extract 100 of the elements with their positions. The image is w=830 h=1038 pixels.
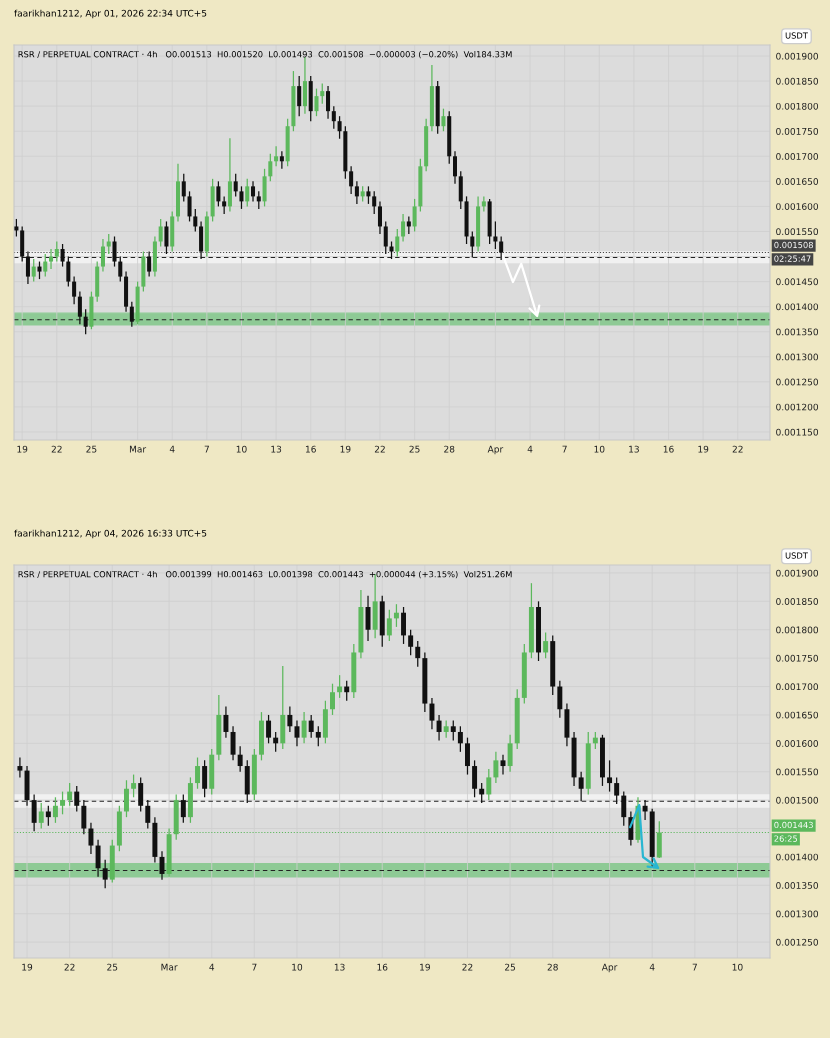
- candlestick: [158, 218, 163, 248]
- candlestick: [614, 776, 620, 805]
- y-tick-label: 0.001600: [776, 203, 819, 210]
- candlestick: [607, 759, 613, 793]
- candlestick: [543, 631, 549, 659]
- x-tick-label: 25: [505, 963, 516, 971]
- candlestick: [54, 240, 59, 263]
- x-tick-label: 28: [547, 963, 558, 971]
- candlestick: [441, 108, 446, 132]
- text: RSR / PERPETUAL CONTRACT · 4h O0.001399 H0.001463 L0.001398 C0.001443 +0.000044 (+3.15%) Vol251.26M: [18, 570, 512, 579]
- y-tick-label: 0.001850: [776, 598, 819, 605]
- x-tick-label: 16: [377, 963, 388, 971]
- x-tick-label: 4: [527, 445, 533, 453]
- text: USDT: [785, 32, 808, 39]
- x-tick-label: 7: [562, 445, 567, 453]
- candlestick: [401, 213, 406, 243]
- candlestick: [578, 771, 584, 802]
- x-tick-label: 22: [51, 445, 62, 453]
- candlestick: [354, 180, 359, 205]
- x-tick-label: 19: [420, 963, 430, 971]
- candlestick: [377, 200, 382, 235]
- y-tick-label: 0.001700: [776, 153, 819, 160]
- candlestick: [237, 745, 243, 773]
- x-tick-label: 10: [292, 963, 303, 971]
- candlestick: [129, 301, 134, 328]
- candlestick: [81, 799, 87, 835]
- candlestick: [100, 238, 105, 273]
- candlestick: [415, 640, 421, 668]
- candlestick: [279, 150, 284, 170]
- candlestick: [74, 785, 80, 813]
- x-tick-label: 13: [334, 963, 345, 971]
- candlestick: [320, 82, 325, 105]
- x-tick-label: Mar: [129, 445, 147, 453]
- candlestick: [45, 805, 51, 827]
- candlestick: [465, 737, 470, 776]
- y-tick-label: 0.001900: [776, 52, 819, 60]
- candlestick: [49, 248, 54, 270]
- candlestick: [83, 308, 88, 335]
- candlestick: [308, 714, 314, 739]
- y-tick-label: 0.001550: [776, 228, 819, 236]
- candlestick: [147, 250, 152, 278]
- candlestick: [77, 290, 82, 325]
- candlestick: [386, 609, 392, 642]
- candlestick: [314, 87, 319, 117]
- y-tick-label: 0.001800: [776, 626, 819, 634]
- candlestick: [31, 258, 36, 283]
- candlestick: [202, 759, 208, 798]
- candlestick: [124, 779, 129, 818]
- candlestick: [331, 105, 336, 130]
- y-tick-label: 0.001650: [776, 178, 819, 185]
- candlestick: [436, 714, 442, 742]
- x-tick-label: 19: [17, 445, 28, 453]
- candlestick: [493, 751, 499, 784]
- candlestick: [481, 195, 486, 213]
- candlestick: [349, 165, 354, 195]
- x-tick-label: 4: [649, 963, 655, 971]
- candlestick: [52, 796, 58, 824]
- y-tick-label: 0.001350: [776, 328, 819, 336]
- x-tick-label: 22: [732, 445, 743, 453]
- x-tick-label: 22: [462, 963, 473, 971]
- x-tick-label: 19: [22, 963, 33, 971]
- candlestick: [472, 759, 478, 798]
- candlestick: [216, 180, 221, 208]
- text: RSR / PERPETUAL CONTRACT · 4h O0.001513 H0.001520 L0.001493 C0.001508 −0.000003 (−0.20%) Vol184.33M: [18, 50, 512, 59]
- candlestick: [330, 683, 335, 716]
- candlestick: [557, 680, 563, 719]
- y-tick-label: 0.001700: [776, 683, 819, 691]
- candlestick: [245, 178, 250, 208]
- y-tick-label: 0.001450: [776, 278, 819, 286]
- candlestick: [337, 115, 342, 140]
- candlestick: [251, 180, 256, 203]
- candlestick: [95, 839, 101, 878]
- candlestick: [412, 198, 417, 233]
- candlestick: [621, 790, 627, 827]
- candlestick: [372, 190, 377, 215]
- candlestick: [102, 859, 108, 889]
- candlestick: [72, 275, 77, 305]
- x-tick-label: 16: [663, 445, 674, 453]
- candlestick: [38, 802, 44, 830]
- text: 02:25:47: [774, 255, 811, 262]
- candlestick: [450, 719, 456, 742]
- x-tick-label: 7: [252, 963, 257, 971]
- candlestick: [67, 782, 73, 807]
- candlestick: [499, 235, 504, 261]
- x-tick-label: 22: [374, 445, 385, 453]
- candlestick: [457, 725, 463, 753]
- candlestick: [88, 822, 94, 855]
- y-tick-label: 0.001750: [776, 127, 819, 135]
- candlestick: [60, 243, 65, 268]
- x-tick-label: Mar: [161, 963, 178, 971]
- y-tick-label: 0.001400: [776, 303, 819, 311]
- x-tick-label: Apr: [601, 963, 618, 973]
- x-tick-label: 4: [209, 963, 215, 971]
- ref-line-label: 0.001443: [774, 821, 813, 829]
- candlestick: [301, 711, 307, 744]
- candlestick: [181, 173, 186, 203]
- y-tick-label: 0.001250: [776, 378, 819, 386]
- x-tick-label: 7: [692, 963, 697, 971]
- y-tick-label: 0.001750: [776, 654, 819, 662]
- y-tick-label: 0.001400: [776, 853, 819, 861]
